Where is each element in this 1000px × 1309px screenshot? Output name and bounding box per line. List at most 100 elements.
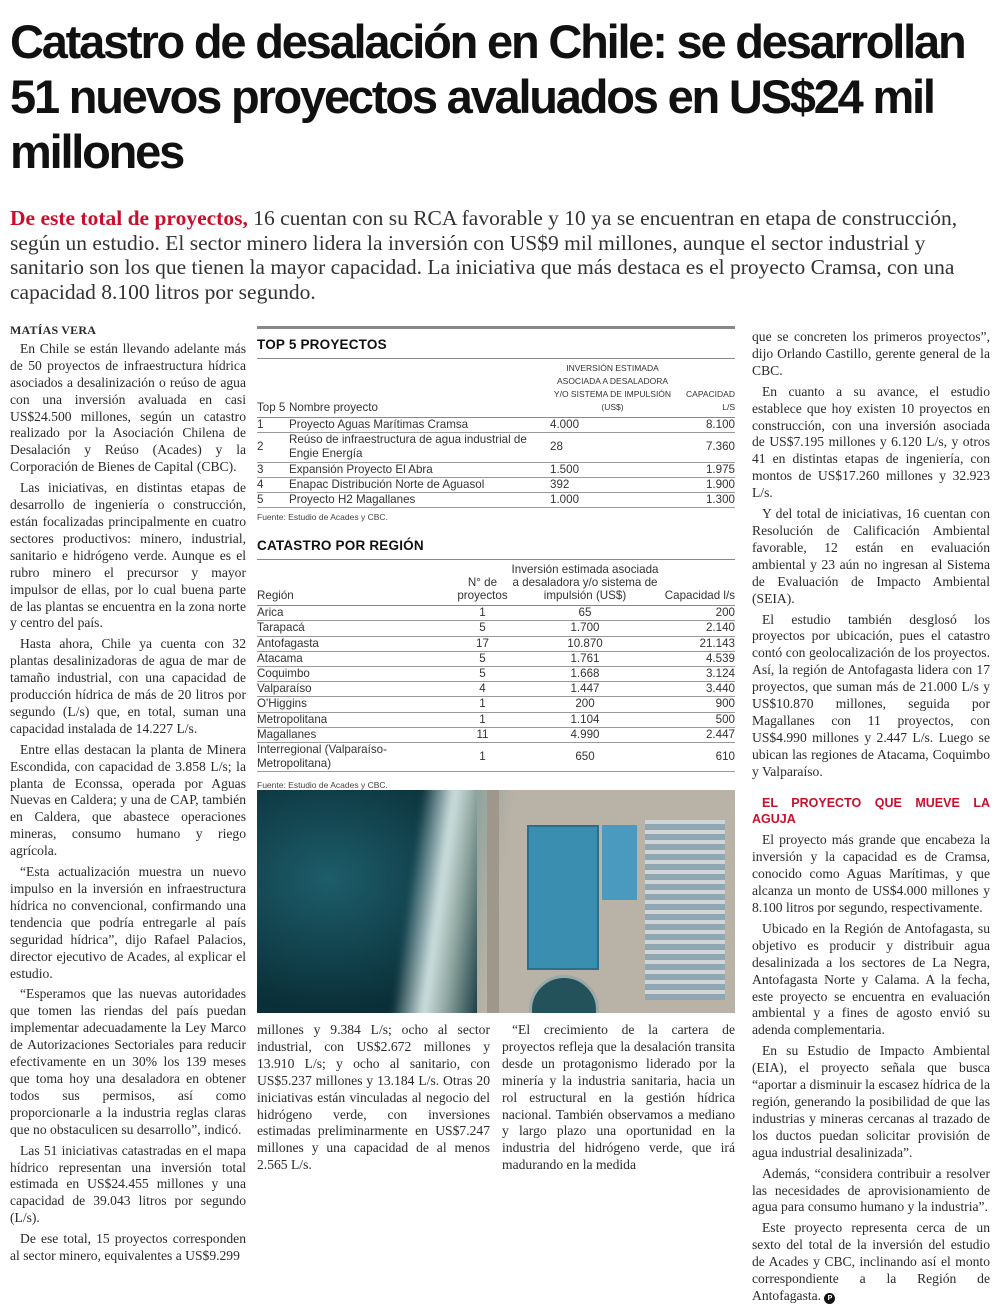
photo-plant-roof (527, 825, 599, 970)
table-cell: Expansión Proyecto El Abra (289, 462, 550, 478)
table-cell: Atacama (257, 651, 455, 668)
paragraph: El estudio también desglosó los proyecto… (752, 611, 990, 779)
table-cell: 1 (455, 742, 510, 773)
lead-paragraph: De este total de proyectos, 16 cuentan c… (10, 206, 995, 304)
table-cell: 5 (455, 666, 510, 683)
table-cell: 2 (257, 432, 289, 463)
infographic-tables: TOP 5 PROYECTOS Top 5 Nombre proyecto In… (257, 326, 735, 790)
table-cell: Coquimbo (257, 666, 455, 683)
paragraph: “Esta actualización muestra un nuevo imp… (10, 864, 246, 981)
column-header: Inversión estimada asociada a desaladora… (511, 563, 659, 603)
source-note: Fuente: Estudio de Acades y CBC. (257, 780, 388, 791)
region-table: Región N° de proyectos Inversión estimad… (257, 559, 735, 773)
paragraph: que se concreten los primeros proyectos”… (752, 329, 990, 378)
table-row: Tarapacá 5 1.700 2.140 (257, 620, 735, 637)
paragraph: Hasta ahora, Chile ya cuenta con 32 plan… (10, 636, 246, 736)
table-cell: 392 (550, 477, 675, 494)
paragraph: Entre ellas destacan la planta de Minera… (10, 741, 246, 859)
table-cell: 3.440 (660, 681, 735, 698)
table-row: 2 Reúso de infraestructura de agua indust… (257, 432, 735, 463)
table-cell: 5 (455, 651, 510, 668)
table-cell: Reúso de infraestructura de agua industr… (289, 432, 550, 463)
byline: MATÍAS VERA (10, 323, 97, 337)
table-cell: 1.668 (510, 666, 660, 683)
table-row: Interregional (Valparaíso- Metropolitana… (257, 742, 735, 773)
table-cell: 11 (455, 727, 510, 744)
column-header: Inversión estimada asociada a desaladora… (553, 363, 672, 412)
column-header: Región (257, 589, 294, 603)
paragraph: “El crecimiento de la cartera de proyect… (502, 1022, 735, 1173)
table-cell: 1.447 (510, 681, 660, 698)
table-cell: Proyecto Aguas Marítimas Cramsa (289, 417, 550, 434)
table-cell: 1.900 (675, 477, 735, 494)
paragraph: El proyecto más grande que encabeza la i… (752, 832, 990, 915)
table-cell: 1 (455, 712, 510, 728)
table-cell: Enapac Distribución Norte de Aguasol (289, 477, 550, 494)
table-cell: 1.000 (550, 492, 675, 509)
table-cell: Valparaíso (257, 681, 455, 698)
table-cell: 2.447 (660, 727, 735, 744)
table-cell: 17 (455, 636, 510, 652)
table-cell: 1.975 (675, 462, 735, 478)
table-row: 1 Proyecto Aguas Marítimas Cramsa 4.000 8.1… (257, 417, 735, 434)
table-cell: 1.500 (550, 462, 675, 478)
table-row: 5 Proyecto H2 Magallanes 1.000 1.300 (257, 492, 735, 509)
table-cell: 1.761 (510, 651, 660, 668)
divider (257, 326, 735, 329)
table-cell: 2.140 (660, 620, 735, 637)
paragraph: millones y 9.384 L/s; ocho al sector ind… (257, 1022, 490, 1173)
table-row: Magallanes 11 4.990 2.447 (257, 727, 735, 744)
paragraph: Este proyecto representa cerca de un sex… (752, 1220, 990, 1305)
table-cell: 3 (257, 462, 289, 478)
table-cell: 10.870 (510, 636, 660, 652)
table-row: Valparaíso 4 1.447 3.440 (257, 681, 735, 698)
region-title: CATASTRO POR REGIÓN (257, 538, 424, 554)
paragraph: De ese total, 15 proyectos corresponden … (10, 1231, 246, 1264)
table-cell: 28 (550, 432, 675, 463)
table-cell: 4.990 (510, 727, 660, 744)
lead-kicker: De este total de proyectos, (10, 206, 248, 230)
column-2b: “El crecimiento de la cartera de proyect… (502, 1022, 735, 1178)
table-cell: 1.300 (675, 492, 735, 509)
table-cell: 7.360 (675, 432, 735, 463)
table-cell: Proyecto H2 Magallanes (289, 492, 550, 509)
table-row: 4 Enapac Distribución Norte de Aguasol 392… (257, 477, 735, 494)
table-cell: 1 (455, 696, 510, 713)
subheading: EL PROYECTO QUE MUEVE LA AGUJA (752, 795, 990, 827)
table-cell: 4 (257, 477, 289, 494)
table-cell: Magallanes (257, 727, 455, 744)
table-cell: 8.100 (675, 417, 735, 434)
table-cell: 200 (660, 605, 735, 622)
column-header: Capacidad L/s (686, 389, 735, 412)
table-cell: 900 (660, 696, 735, 713)
source-note: Fuente: Estudio de Acades y CBC. (257, 512, 388, 523)
table-cell: 1.700 (510, 620, 660, 637)
photo-membrane-racks (645, 820, 725, 1000)
table-cell: 650 (510, 742, 660, 773)
photo-road (487, 790, 499, 1013)
table-cell: 500 (660, 712, 735, 728)
paragraph: Y del total de iniciativas, 16 cuentan c… (752, 506, 990, 606)
column-header: Capacidad l/s (664, 589, 735, 603)
table-cell: 4.000 (550, 417, 675, 434)
table-cell: 65 (510, 605, 660, 622)
table-cell: Metropolitana (257, 712, 455, 728)
table-cell: 4.539 (660, 651, 735, 668)
paragraph: En cuanto a su avance, el estudio establ… (752, 383, 990, 501)
table-row: Arica 1 65 200 (257, 605, 735, 622)
column-header: N° de proyectos (457, 576, 508, 603)
paragraph: Las 51 iniciativas catastradas en el map… (10, 1142, 246, 1226)
table-cell: 1 (257, 417, 289, 434)
table-row: Coquimbo 5 1.668 3.124 (257, 666, 735, 683)
top5-title: TOP 5 PROYECTOS (257, 337, 387, 352)
table-row: Metropolitana 1 1.104 500 (257, 712, 735, 728)
table-cell: 21.143 (660, 636, 735, 652)
paragraph: Ubicado en la Región de Antofagasta, su … (752, 920, 990, 1038)
end-mark-icon: P (824, 1292, 836, 1304)
table-cell: 5 (257, 492, 289, 509)
paragraph: Las iniciativas, en distintas etapas de … (10, 480, 246, 631)
table-cell: 1 (455, 605, 510, 622)
top5-table: Top 5 Nombre proyecto Inversión estimada… (257, 358, 735, 509)
column-header: Nombre proyecto (289, 401, 378, 414)
table-cell: 1.104 (510, 712, 660, 728)
